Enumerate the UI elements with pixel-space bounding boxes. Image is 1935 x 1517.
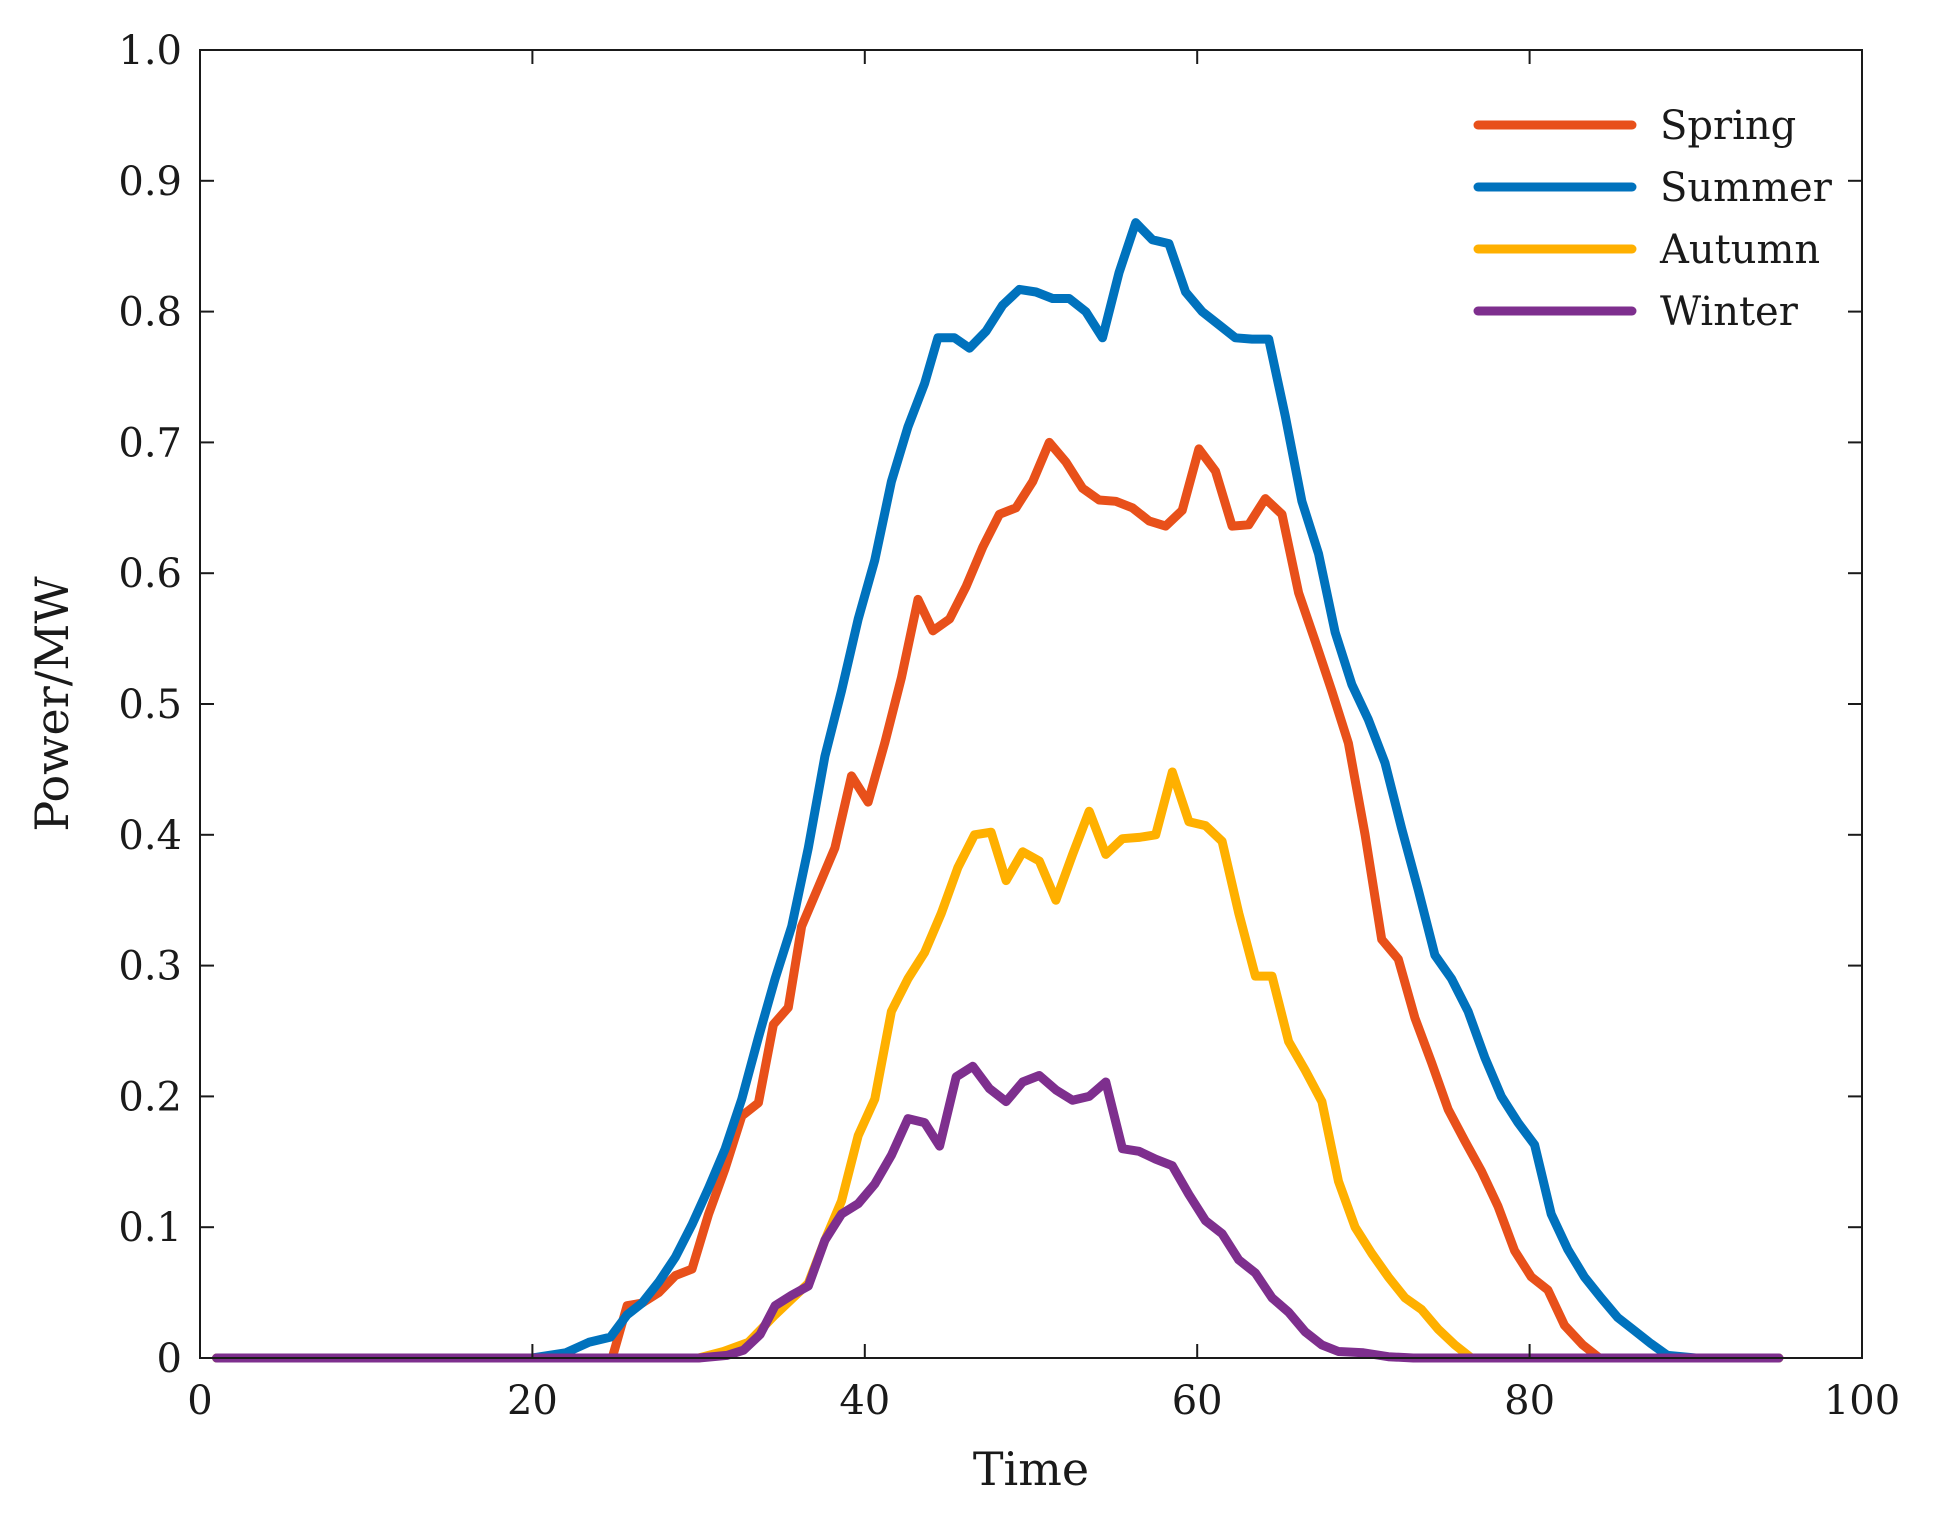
y-tick-label: 1.0 bbox=[118, 28, 182, 74]
x-tick-label: 20 bbox=[507, 1378, 558, 1424]
y-tick-label: 0.8 bbox=[118, 290, 182, 336]
legend-label-autumn: Autumn bbox=[1659, 227, 1820, 273]
legend-label-spring: Spring bbox=[1660, 103, 1796, 149]
y-tick-label: 0.3 bbox=[118, 944, 182, 990]
series-line-spring bbox=[212, 437, 1784, 1363]
y-tick-label: 0.9 bbox=[118, 159, 182, 205]
y-tick-label: 0.2 bbox=[118, 1074, 182, 1120]
x-tick-label: 100 bbox=[1824, 1378, 1900, 1424]
y-tick-label: 0.1 bbox=[118, 1205, 182, 1251]
series-layer bbox=[212, 218, 1784, 1363]
x-tick-label: 0 bbox=[187, 1378, 212, 1424]
series-line-winter bbox=[212, 1061, 1784, 1363]
series-line-summer bbox=[212, 218, 1784, 1363]
ticks-layer: 0 20 40 60 80 100 0 0.1 0.2 0.3 0.4 0.5 0.6 0.7 0.8 0.9… bbox=[118, 28, 1900, 1424]
y-axis-title: Power/MW bbox=[25, 576, 79, 832]
x-axis-title: Time bbox=[973, 1442, 1089, 1496]
y-tick-label: 0.5 bbox=[118, 682, 182, 728]
y-tick-label: 0 bbox=[157, 1336, 182, 1382]
x-tick-label: 60 bbox=[1172, 1378, 1223, 1424]
x-tick-label: 80 bbox=[1504, 1378, 1555, 1424]
y-tick-label: 0.4 bbox=[118, 813, 182, 859]
y-tick-label: 0.6 bbox=[118, 551, 182, 597]
x-tick-label: 40 bbox=[839, 1378, 890, 1424]
legend: Spring Summer Autumn Winter bbox=[1473, 103, 1833, 335]
legend-label-summer: Summer bbox=[1660, 165, 1833, 211]
legend-label-winter: Winter bbox=[1660, 289, 1799, 335]
y-tick-label: 0.7 bbox=[118, 420, 182, 466]
